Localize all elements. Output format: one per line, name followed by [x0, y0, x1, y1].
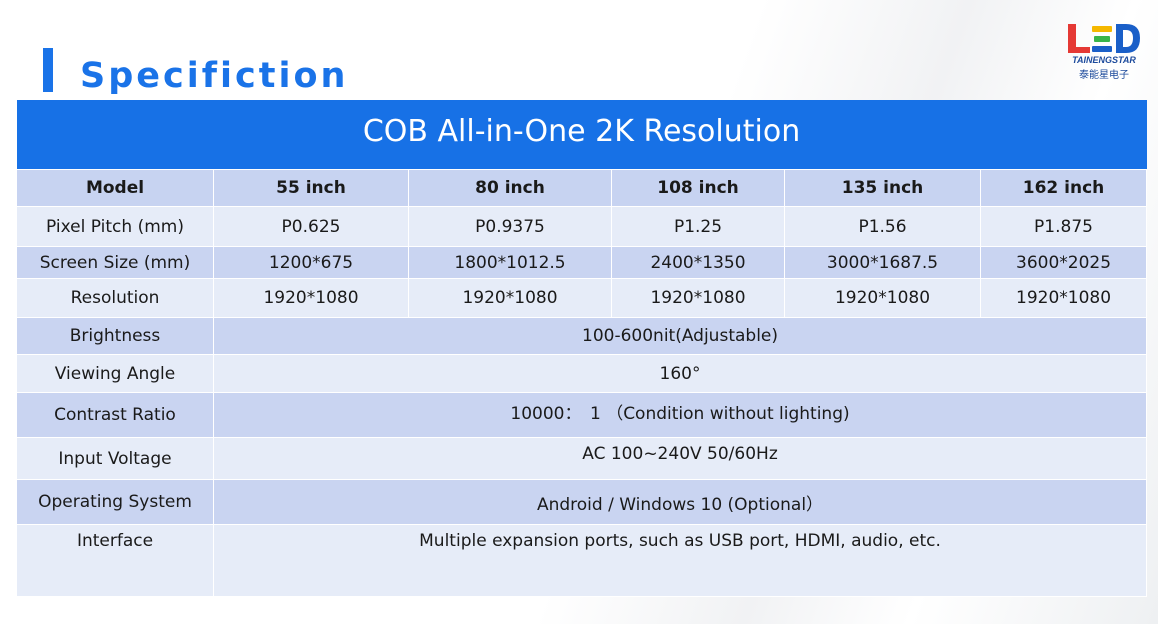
table-cell: Multiple expansion ports, such as USB po…	[212, 524, 1148, 597]
header-col-135: 135 inch	[784, 169, 981, 207]
table-cell: P1.25	[611, 206, 785, 247]
table-row-pixel-pitch: Pixel Pitch (mm) P0.625 P0.9375 P1.25 P1…	[16, 206, 1148, 247]
logo-brand-cn: 泰能星电子	[1079, 70, 1129, 81]
row-label: Viewing Angle	[16, 354, 214, 393]
table-header-row: Model 55 inch 80 inch 108 inch 135 inch …	[16, 169, 1148, 207]
table-row-screen-size: Screen Size (mm) 1200*675 1800*1012.5 24…	[16, 246, 1148, 279]
table-row-brightness: Brightness 100-600nit(Adjustable)	[16, 317, 1148, 355]
table-cell: 1920*1080	[611, 278, 785, 318]
table-banner: COB All-in-One 2K Resolution	[16, 100, 1147, 170]
table-cell: 3600*2025	[979, 246, 1148, 279]
logo-letter-e-top	[1092, 26, 1112, 32]
table-cell: 1920*1080	[979, 278, 1148, 318]
header-col-80: 80 inch	[408, 169, 612, 207]
table-cell: Android / Windows 10 (Optional）	[212, 479, 1148, 525]
page-title: Specifiction	[80, 56, 349, 96]
header-model: Model	[16, 169, 214, 207]
table-cell: P0.9375	[408, 206, 612, 247]
table-row-viewing-angle: Viewing Angle 160°	[16, 354, 1148, 393]
row-label: Brightness	[16, 317, 214, 355]
table-row-interface: Interface Multiple expansion ports, such…	[16, 524, 1148, 597]
table-cell: P1.875	[979, 206, 1148, 247]
row-label: Contrast Ratio	[16, 392, 214, 438]
table-cell: 1920*1080	[408, 278, 612, 318]
header-col-162: 162 inch	[979, 169, 1148, 207]
title-accent-bar	[43, 48, 53, 92]
table-cell: 1920*1080	[784, 278, 981, 318]
table-cell: 2400*1350	[611, 246, 785, 279]
table-row-input-voltage: Input Voltage AC 100~240V 50/60Hz	[16, 437, 1148, 480]
table-row-operating-system: Operating System Android / Windows 10 (O…	[16, 479, 1148, 525]
table-cell: 1920*1080	[213, 278, 409, 318]
row-label: Pixel Pitch (mm)	[16, 206, 214, 247]
table-cell: 100-600nit(Adjustable)	[212, 317, 1148, 355]
table-cell: 1800*1012.5	[408, 246, 612, 279]
header-col-108: 108 inch	[611, 169, 785, 207]
company-logo-icon	[1068, 24, 1140, 53]
logo-letter-l	[1068, 24, 1090, 53]
table-cell: 1200*675	[213, 246, 409, 279]
row-label: Resolution	[16, 278, 214, 318]
logo-brand-en: TAINENGSTAR	[1072, 55, 1136, 65]
table-cell: 3000*1687.5	[784, 246, 981, 279]
table-cell: P1.56	[784, 206, 981, 247]
table-cell: AC 100~240V 50/60Hz	[212, 437, 1148, 480]
table-cell: 160°	[212, 354, 1148, 393]
logo-letter-d	[1116, 24, 1140, 53]
table-row-resolution: Resolution 1920*1080 1920*1080 1920*1080…	[16, 278, 1148, 318]
logo-letter-e-mid	[1094, 36, 1110, 42]
table-cell: 10000： 1 （Condition without lighting)	[212, 392, 1148, 438]
table-cell: P0.625	[213, 206, 409, 247]
header-col-55: 55 inch	[213, 169, 409, 207]
row-label: Screen Size (mm)	[16, 246, 214, 279]
row-label: Input Voltage	[16, 437, 214, 480]
spec-table: COB All-in-One 2K Resolution Model 55 in…	[16, 100, 1148, 597]
row-label: Interface	[16, 524, 214, 597]
row-label: Operating System	[16, 479, 214, 525]
logo-letter-e-bot	[1092, 46, 1112, 52]
table-row-contrast-ratio: Contrast Ratio 10000： 1 （Condition witho…	[16, 392, 1148, 438]
